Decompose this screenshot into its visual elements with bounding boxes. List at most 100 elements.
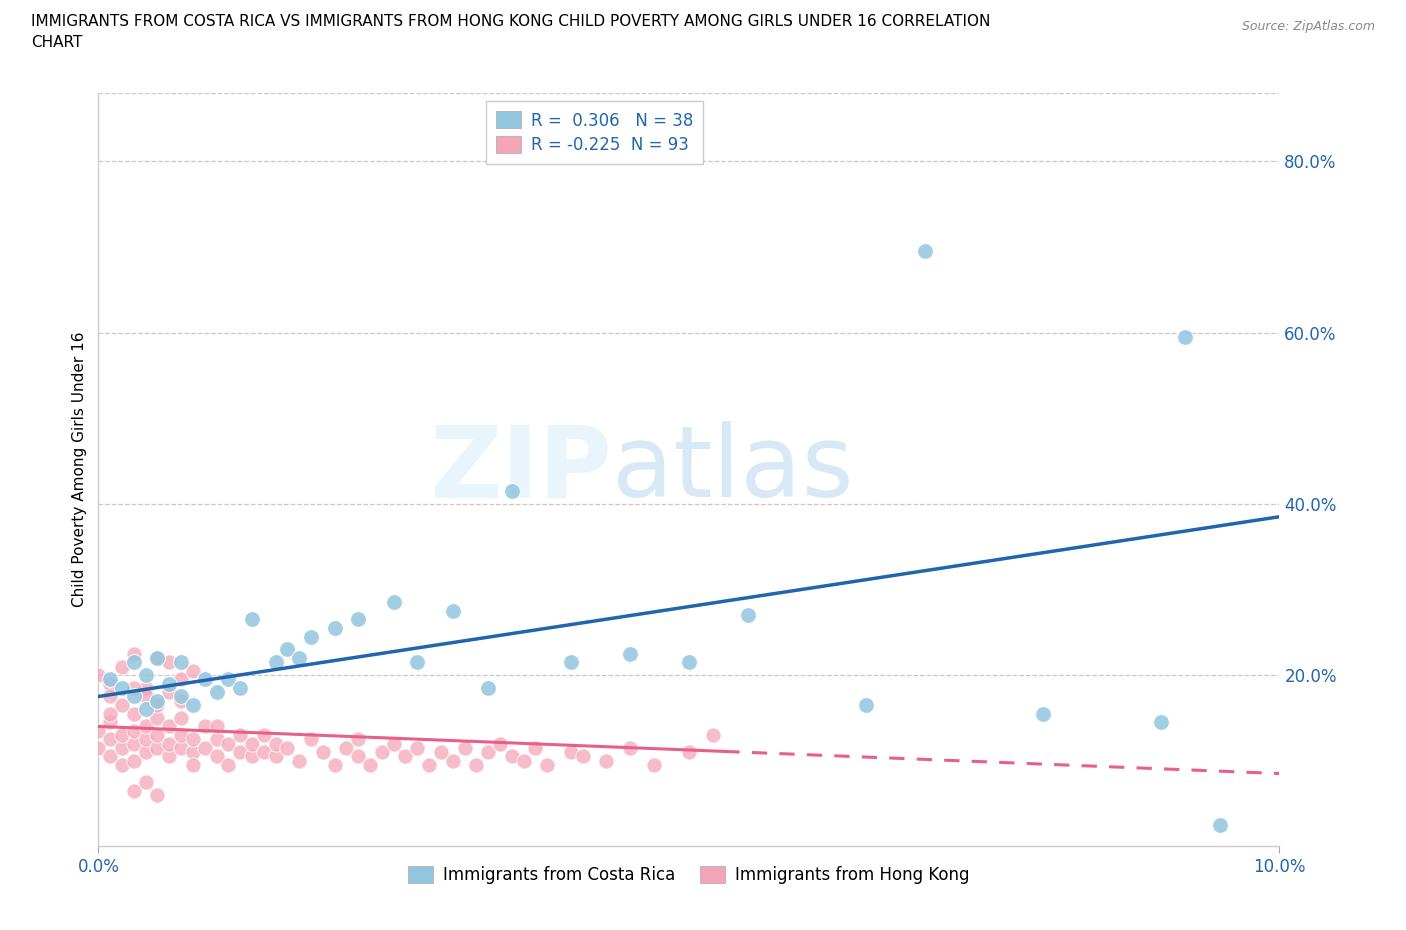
Point [194,719,217,734]
Point [253,745,276,760]
Point [135,681,157,696]
Point [678,655,700,670]
Point [299,629,322,644]
Point [619,646,641,661]
Point [335,740,357,755]
Point [170,740,193,755]
Point [299,732,322,747]
Point [135,702,157,717]
Point [111,681,134,696]
Point [170,672,193,687]
Point [217,758,239,773]
Point [855,698,877,712]
Point [146,788,169,803]
Point [98,715,121,730]
Point [205,732,228,747]
Point [264,749,287,764]
Point [1174,329,1197,344]
Point [98,676,121,691]
Point [122,681,145,696]
Point [146,727,169,742]
Point [1209,817,1232,832]
Point [146,740,169,755]
Point [170,711,193,725]
Point [737,607,759,622]
Legend: Immigrants from Costa Rica, Immigrants from Hong Kong: Immigrants from Costa Rica, Immigrants f… [401,859,977,891]
Point [501,484,523,498]
Point [323,758,346,773]
Point [595,753,617,768]
Point [560,655,582,670]
Point [276,642,298,657]
Point [157,676,180,691]
Point [135,732,157,747]
Point [536,758,558,773]
Point [181,663,204,678]
Point [323,620,346,635]
Point [146,694,169,709]
Point [122,646,145,661]
Point [87,740,110,755]
Point [240,612,263,627]
Point [240,749,263,764]
Point [264,737,287,751]
Point [194,740,217,755]
Point [253,727,276,742]
Point [441,753,464,768]
Point [98,672,121,687]
Point [619,740,641,755]
Point [347,732,370,747]
Point [914,244,936,259]
Point [524,740,547,755]
Point [477,681,499,696]
Point [122,783,145,798]
Point [217,737,239,751]
Point [394,749,416,764]
Point [560,745,582,760]
Point [465,758,488,773]
Point [678,745,700,760]
Point [111,758,134,773]
Point [347,749,370,764]
Point [157,719,180,734]
Point [643,758,665,773]
Text: atlas: atlas [612,421,853,518]
Text: Source: ZipAtlas.com: Source: ZipAtlas.com [1241,20,1375,33]
Point [146,698,169,712]
Point [181,745,204,760]
Point [98,732,121,747]
Point [312,745,335,760]
Point [122,706,145,721]
Point [135,689,157,704]
Point [98,706,121,721]
Point [240,737,263,751]
Point [205,749,228,764]
Point [371,745,394,760]
Point [135,745,157,760]
Point [571,749,593,764]
Point [382,595,405,610]
Point [135,668,157,683]
Point [1150,715,1173,730]
Point [477,745,499,760]
Point [181,732,204,747]
Point [135,775,157,790]
Point [111,727,134,742]
Point [229,745,252,760]
Point [146,651,169,666]
Point [229,681,252,696]
Point [205,684,228,699]
Point [170,694,193,709]
Text: ZIP: ZIP [429,421,612,518]
Point [406,740,429,755]
Point [170,689,193,704]
Point [122,737,145,751]
Point [347,612,370,627]
Point [170,727,193,742]
Point [229,727,252,742]
Point [122,689,145,704]
Point [288,753,311,768]
Point [217,672,239,687]
Point [122,655,145,670]
Point [359,758,381,773]
